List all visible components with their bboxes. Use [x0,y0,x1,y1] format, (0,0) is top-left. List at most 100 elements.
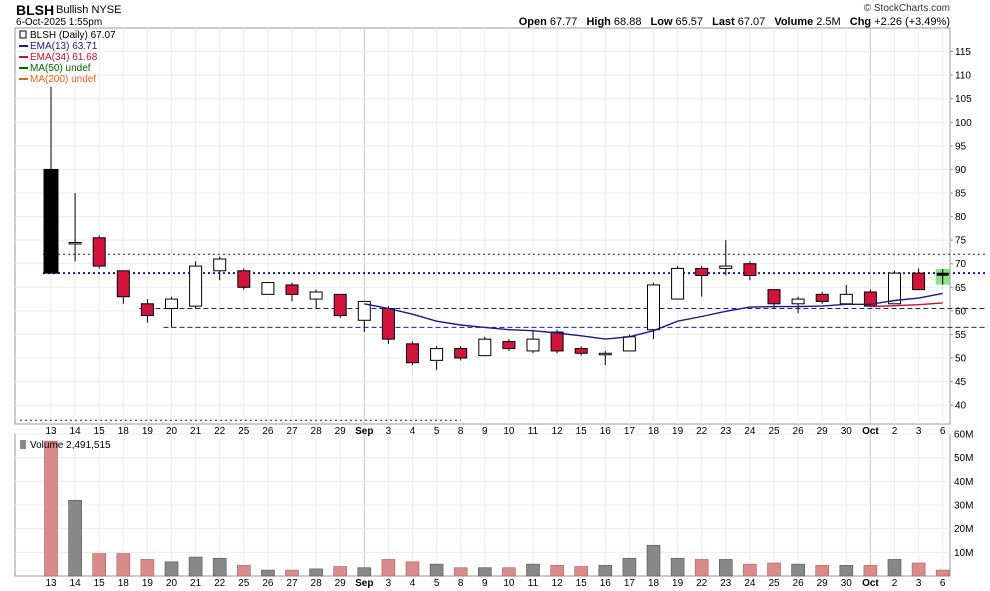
quote-high-label: High [586,16,611,28]
candle-body [526,338,540,352]
volume-bar [502,567,516,577]
x-tick-label-volume: 11 [528,578,539,589]
volume-bar [839,565,854,577]
x-tick-label: 22 [214,426,226,437]
price-tick-label: 70 [955,259,967,270]
x-tick-label: 4 [410,426,416,437]
x-tick-label-volume: 6 [940,578,946,589]
legend-candle-icon [19,30,27,39]
volume-bar [911,562,926,577]
x-tick-label: 14 [70,426,82,437]
volume-bar [212,557,227,577]
quote-change-label: Chg [849,16,872,28]
price-tick-label: 55 [955,330,967,341]
volume-bar [140,559,155,577]
legend-ema13: EMA(13) 63.71 [30,41,98,52]
symbol-description: Bullish NYSE [56,4,122,16]
price-legend: BLSH (Daily) 67.07 EMA(13) 63.71 EMA(34)… [19,30,116,451]
x-tick-label-volume: 21 [190,578,202,589]
candle-body [936,272,949,276]
price-tick-label: 75 [955,236,967,247]
x-tick-label: 29 [335,426,347,437]
x-tick-label: 13 [45,426,57,437]
volume-bar [164,561,179,577]
volume-bar [550,565,564,577]
x-tick-label-volume: 23 [720,578,732,589]
x-tick-label-volume: 2 [892,578,898,589]
x-tick-label: 27 [286,426,298,437]
price-tick-label: 50 [955,354,967,365]
x-tick-label-volume: 10 [503,578,515,589]
candle-body [647,284,660,331]
candle-body [478,338,492,357]
candle-body [598,352,612,356]
candle-body [165,298,178,310]
x-tick-label: 5 [434,426,440,437]
volume-bar [718,559,733,577]
candle-body [261,282,275,295]
legend-volume-icon [20,440,26,449]
candle-body [430,348,444,361]
legend-volume: Volume 2,491,515 [30,440,111,451]
x-tick-label-volume: 8 [458,578,464,589]
x-tick-label-volume: 16 [600,578,612,589]
x-tick-label: 3 [916,426,922,437]
volume-bar [646,544,661,577]
x-tick-label-volume: 15 [576,578,588,589]
candle-body [912,272,926,291]
x-tick-label-volume: 12 [552,578,564,589]
candle-body [839,293,853,305]
quote-open-value: 67.77 [549,16,578,28]
candle-body [213,258,227,272]
volume-bar [767,562,781,577]
x-tick-label: 16 [600,426,612,437]
quote-low-label: Low [650,16,673,28]
x-tick-label: 15 [94,426,106,437]
volume-bar [791,563,805,577]
x-tick-label: 6 [940,426,946,437]
price-tick-label: 60 [955,306,967,317]
candle-body [671,267,685,300]
x-tick-label-volume: 5 [434,578,440,589]
x-tick-label-volume: 24 [744,578,756,589]
candle-body [574,348,588,354]
x-tick-label: 10 [503,426,515,437]
chart-datetime: 6-Oct-2025 1:55pm [16,17,103,28]
x-tick-label-volume: 28 [311,578,323,589]
quote-high-value: 68.88 [613,16,642,28]
volume-bar [309,568,323,577]
volume-tick-label: 20M [954,524,973,535]
quote-volume-value: 2.5M [816,16,841,28]
x-tick-label: 29 [817,426,829,437]
x-tick-label-volume: Oct [862,578,879,589]
x-tick-label-volume: 19 [672,578,684,589]
volume-bar [237,565,251,577]
x-tick-label-volume: 17 [624,578,636,589]
x-tick-label: 23 [720,426,732,437]
x-tick-label: 2 [892,426,898,437]
x-tick-label-volume: 20 [166,578,178,589]
volume-tick-label: 10M [954,548,973,559]
stockcharts-credit[interactable]: © StockCharts.com [863,3,950,14]
candle-body [357,300,371,321]
x-tick-label-volume: 27 [286,578,298,589]
x-tick-label: Oct [862,426,879,437]
volume-bar [526,563,540,577]
quote-volume-label: Volume [774,16,814,28]
quote-low-value: 65.57 [675,16,704,28]
quote-change-value: +2.26 (+3.49%) [874,16,950,28]
x-tick-label: 18 [648,426,660,437]
volume-tick-label: 30M [954,501,973,512]
volume-bar [188,556,203,577]
ema13-line [629,292,943,338]
x-tick-label-volume: 22 [214,578,226,589]
x-tick-label-volume: 22 [696,578,708,589]
candle-body [43,168,59,274]
volume-bar [116,553,131,577]
ema34-line [870,302,943,308]
x-tick-label: 12 [552,426,564,437]
price-panel-frame [14,27,951,425]
candle-body [92,237,106,267]
price-tick-label: 40 [955,401,967,412]
